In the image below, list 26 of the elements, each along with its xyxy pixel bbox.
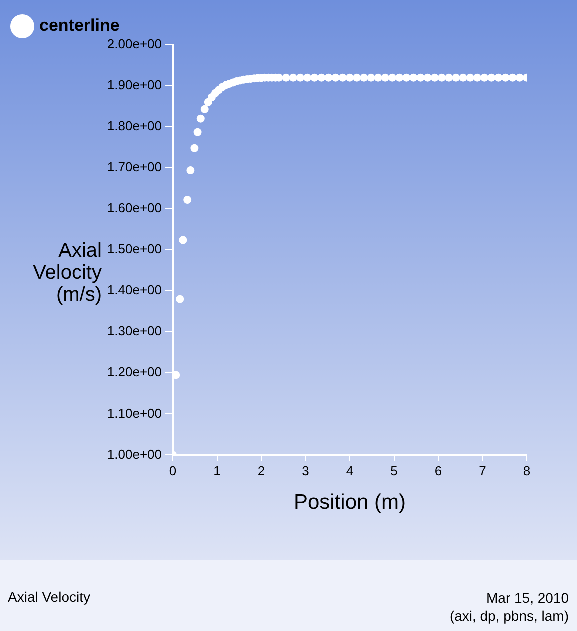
x-tick-label: 8 — [523, 464, 531, 479]
y-tick-label: 1.50e+00 — [107, 242, 162, 257]
y-tick-label: 1.20e+00 — [107, 364, 162, 380]
y-tick-label: 1.30e+00 — [107, 324, 162, 339]
y-tick-label: 1.60e+00 — [107, 200, 162, 216]
x-tick-label: 0 — [169, 464, 177, 479]
y-tick-label: 1.90e+00 — [107, 78, 162, 93]
x-tick-label: 5 — [390, 464, 398, 479]
y-tick-label: 1.00e+00 — [107, 446, 162, 462]
x-axis-title: Position (m) — [294, 491, 406, 514]
y-tick-label: 1.40e+00 — [107, 282, 162, 298]
y-tick-label: 1.70e+00 — [107, 160, 162, 175]
y-tick-label: 2.00e+00 — [107, 36, 162, 52]
legend-label: centerline — [40, 16, 120, 36]
x-tick-label: 4 — [346, 464, 354, 479]
text: Axial Velocity — [8, 589, 90, 605]
y-axis-title: Axial Velocity (m/s) — [32, 240, 102, 306]
x-tick-label: 2 — [258, 464, 266, 479]
x-tick-label: 6 — [434, 464, 442, 479]
x-tick-label: 3 — [302, 464, 310, 479]
y-tick-label: 1.10e+00 — [107, 406, 162, 421]
x-tick-label: 7 — [479, 464, 486, 479]
text: (axi, dp, pbns, lam) — [450, 607, 569, 625]
y-tick-label: 1.80e+00 — [107, 118, 162, 134]
x-tick-label: 1 — [214, 464, 221, 479]
text: Mar 15, 2010 — [486, 589, 569, 607]
